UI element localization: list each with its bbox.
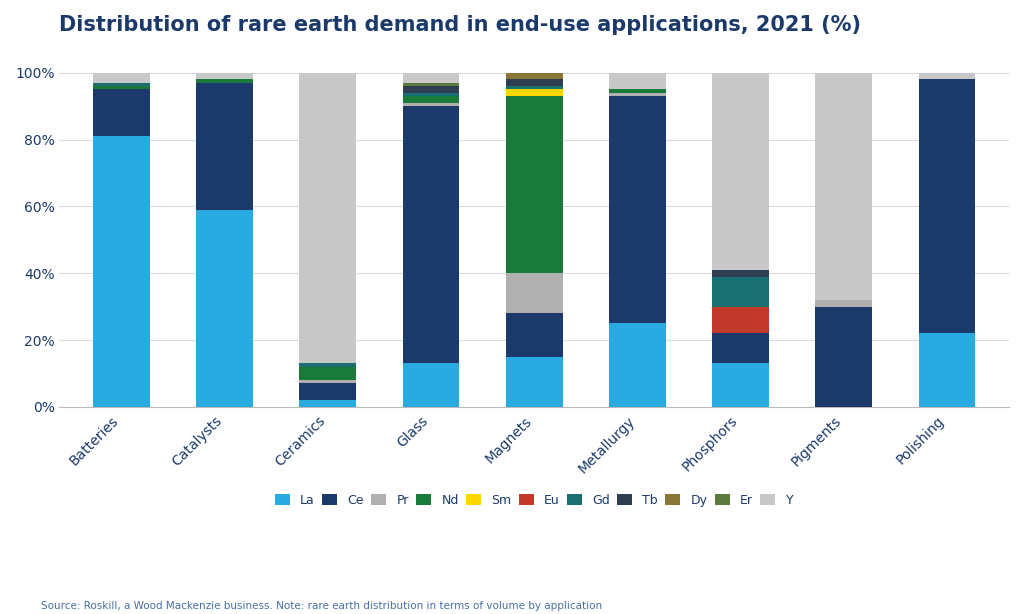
Bar	[506, 86, 562, 90]
Bar	[713, 276, 769, 306]
Bar	[713, 333, 769, 363]
Bar	[299, 384, 356, 400]
Bar	[299, 363, 356, 367]
Text: Source: Roskill, a Wood Mackenzie business. Note: rare earth distribution in ter: Source: Roskill, a Wood Mackenzie busine…	[41, 601, 602, 611]
Bar	[402, 103, 460, 106]
Bar	[506, 273, 562, 313]
Bar	[919, 333, 976, 407]
Bar	[93, 90, 150, 136]
Bar	[506, 313, 562, 357]
Bar	[93, 86, 150, 90]
Bar	[402, 96, 460, 103]
Bar	[197, 72, 253, 79]
Bar	[402, 86, 460, 93]
Bar	[609, 93, 666, 96]
Text: Distribution of rare earth demand in end-use applications, 2021 (%): Distribution of rare earth demand in end…	[59, 15, 861, 35]
Bar	[197, 79, 253, 83]
Bar	[402, 93, 460, 96]
Bar	[197, 210, 253, 407]
Bar	[93, 83, 150, 86]
Bar	[506, 90, 562, 96]
Bar	[402, 72, 460, 83]
Bar	[815, 72, 872, 300]
Bar	[506, 72, 562, 79]
Bar	[93, 136, 150, 407]
Bar	[93, 72, 150, 83]
Bar	[299, 400, 356, 407]
Bar	[609, 324, 666, 407]
Bar	[299, 380, 356, 384]
Bar	[609, 72, 666, 90]
Bar	[506, 79, 562, 86]
Bar	[609, 96, 666, 324]
Bar	[713, 72, 769, 270]
Bar	[402, 363, 460, 407]
Bar	[506, 357, 562, 407]
Bar	[299, 367, 356, 380]
Bar	[609, 90, 666, 93]
Bar	[506, 96, 562, 273]
Legend: La, Ce, Pr, Nd, Sm, Eu, Gd, Tb, Dy, Er, Y: La, Ce, Pr, Nd, Sm, Eu, Gd, Tb, Dy, Er, …	[271, 490, 797, 511]
Bar	[402, 83, 460, 86]
Bar	[713, 363, 769, 407]
Bar	[197, 83, 253, 210]
Bar	[713, 270, 769, 276]
Bar	[299, 72, 356, 363]
Bar	[713, 306, 769, 333]
Bar	[919, 72, 976, 79]
Bar	[919, 79, 976, 333]
Bar	[815, 306, 872, 407]
Bar	[815, 300, 872, 306]
Bar	[402, 106, 460, 363]
